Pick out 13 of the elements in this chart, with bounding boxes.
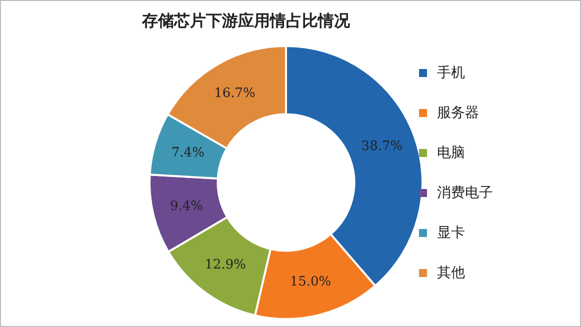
- legend-label: 手机: [437, 64, 465, 82]
- legend-label: 电脑: [437, 144, 465, 162]
- data-label: 16.7%: [214, 86, 256, 102]
- data-label: 9.4%: [170, 198, 203, 214]
- legend-label: 其他: [437, 264, 465, 282]
- data-label: 7.4%: [171, 146, 204, 161]
- chart-title: 存储芯片下游应用情占比情况: [140, 11, 351, 32]
- legend-label: 消费电子: [437, 184, 493, 202]
- data-label: 15.0%: [290, 274, 332, 290]
- data-label: 38.7%: [361, 139, 403, 154]
- legend-label: 服务器: [437, 104, 479, 122]
- data-label: 12.9%: [204, 257, 246, 272]
- legend-label: 显卡: [437, 224, 465, 242]
